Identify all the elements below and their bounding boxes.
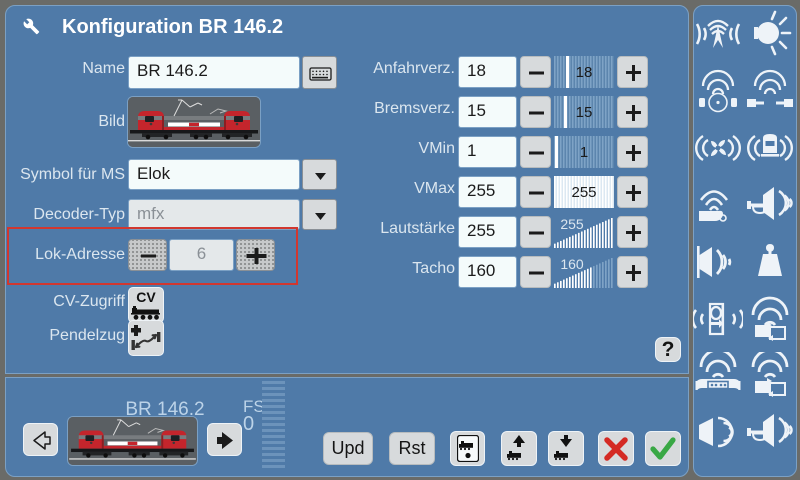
svg-text:160: 160 <box>560 256 584 272</box>
svg-text:255: 255 <box>560 216 584 232</box>
